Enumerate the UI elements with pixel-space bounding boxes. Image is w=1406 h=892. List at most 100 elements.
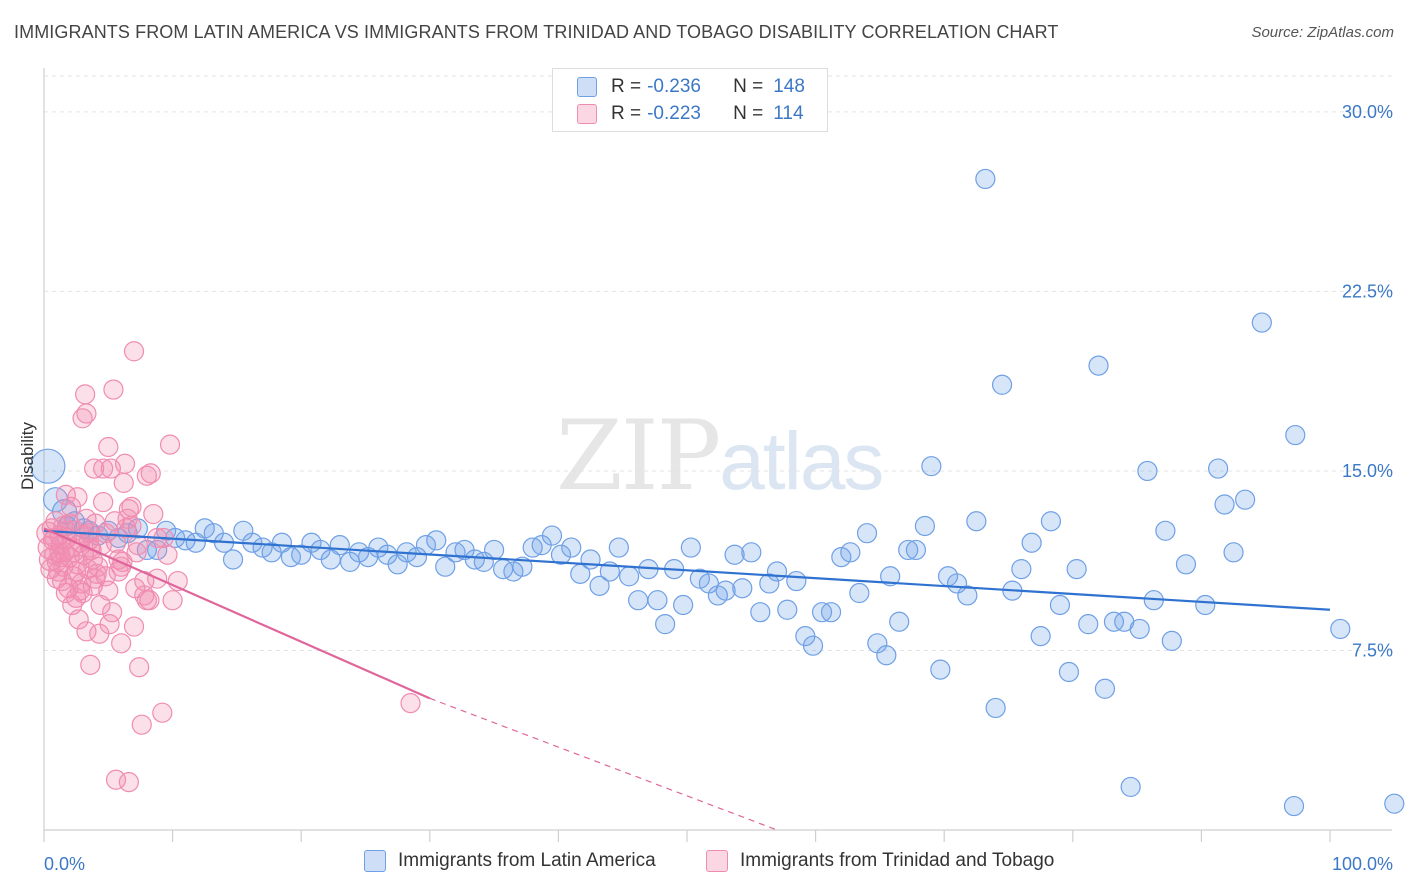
point-trinidad-tobago <box>131 714 152 735</box>
point-latin-america <box>647 590 668 611</box>
chart-source: Source: ZipAtlas.com <box>1251 24 1394 41</box>
point-latin-america <box>348 542 370 563</box>
point-latin-america <box>1040 511 1062 532</box>
stats-row-trinidad-tobago: R = -0.223 N = 114 <box>577 101 804 127</box>
point-trinidad-tobago <box>76 508 97 529</box>
point-latin-america <box>689 568 710 589</box>
y-tick-label: 22.5% <box>1342 281 1393 301</box>
point-latin-america <box>655 614 676 635</box>
point-latin-america <box>147 539 168 561</box>
point-latin-america <box>1283 795 1305 817</box>
point-latin-america <box>856 523 878 544</box>
point-trinidad-tobago <box>93 491 114 513</box>
point-latin-america <box>724 544 745 565</box>
point-latin-america <box>732 578 753 599</box>
point-trinidad-tobago <box>75 384 96 405</box>
point-trinidad-tobago <box>103 379 124 400</box>
stats-n-key: N = <box>733 103 764 124</box>
point-trinidad-tobago <box>157 544 178 565</box>
point-latin-america <box>628 590 649 611</box>
point-latin-america <box>957 585 978 606</box>
series-latin-america <box>30 168 1405 817</box>
point-trinidad-tobago <box>66 561 87 582</box>
point-trinidad-tobago <box>129 657 150 678</box>
point-latin-america <box>802 635 824 656</box>
point-latin-america <box>1235 489 1256 510</box>
point-trinidad-tobago <box>162 590 183 611</box>
watermark: ZIPatlas <box>556 400 884 512</box>
x-tick-label: 0.0% <box>44 854 85 874</box>
point-trinidad-tobago <box>55 582 76 604</box>
point-latin-america <box>975 168 996 190</box>
point-trinidad-tobago <box>63 542 84 563</box>
point-trinidad-tobago <box>80 537 101 558</box>
stats-r-key: R = <box>611 103 642 124</box>
stats-swatch-trinidad-tobago <box>577 104 597 124</box>
point-trinidad-tobago <box>93 458 114 479</box>
x-tick-label: 100.0% <box>1332 854 1393 874</box>
point-trinidad-tobago <box>123 341 145 362</box>
point-latin-america <box>880 566 901 587</box>
point-latin-america <box>921 456 942 477</box>
point-trinidad-tobago <box>400 693 421 714</box>
point-trinidad-tobago <box>76 621 97 642</box>
point-latin-america <box>512 556 533 577</box>
legend-label-trinidad-tobago: Immigrants from Trinidad and Tobago <box>740 850 1055 871</box>
point-latin-america <box>1078 614 1099 635</box>
point-latin-america <box>580 549 601 570</box>
point-trinidad-tobago <box>140 463 161 484</box>
legend-item-latin-america[interactable]: Immigrants from Latin America <box>364 850 656 872</box>
axes <box>43 68 1392 842</box>
point-latin-america <box>759 573 780 594</box>
point-trinidad-tobago <box>159 434 181 455</box>
point-latin-america <box>786 570 807 592</box>
point-trinidad-tobago <box>98 580 119 601</box>
point-latin-america <box>715 580 736 601</box>
point-trinidad-tobago <box>80 654 101 675</box>
trend-line-trinidad-tobago <box>43 527 431 700</box>
stats-swatch-latin-america <box>577 77 597 97</box>
watermark-zip: ZIP <box>556 400 721 512</box>
stats-n-value: 148 <box>773 76 805 97</box>
point-latin-america <box>1049 594 1071 616</box>
point-latin-america <box>1137 460 1158 482</box>
point-trinidad-tobago <box>123 616 145 637</box>
point-latin-america <box>1011 558 1032 580</box>
watermark-atlas: atlas <box>719 416 884 507</box>
point-trinidad-tobago <box>127 535 148 556</box>
point-trinidad-tobago <box>99 614 120 635</box>
point-latin-america <box>1155 520 1176 541</box>
point-latin-america <box>905 539 927 561</box>
point-latin-america <box>777 599 798 620</box>
point-trinidad-tobago <box>105 769 127 790</box>
stats-r-value: -0.236 <box>647 76 701 97</box>
legend-swatch-latin-america <box>364 850 386 872</box>
point-latin-america <box>1384 793 1405 814</box>
point-latin-america <box>1161 630 1182 652</box>
point-trinidad-tobago <box>114 453 136 474</box>
point-latin-america <box>550 544 572 565</box>
point-latin-america <box>820 602 842 623</box>
y-axis-label: Disability <box>18 421 37 490</box>
legend-item-trinidad-tobago[interactable]: Immigrants from Trinidad and Tobago <box>706 850 1054 872</box>
point-latin-america <box>222 549 244 570</box>
point-latin-america <box>1058 661 1080 683</box>
point-latin-america <box>1066 558 1087 580</box>
series-trinidad-tobago <box>36 341 421 793</box>
point-latin-america <box>1030 626 1051 647</box>
point-latin-america <box>608 537 629 558</box>
point-latin-america <box>589 575 610 596</box>
point-latin-america <box>1251 312 1272 333</box>
point-trinidad-tobago <box>113 472 134 494</box>
point-trinidad-tobago <box>121 515 142 537</box>
stats-legend: R = -0.236 N = 148 R = -0.223 N = 114 <box>552 68 828 132</box>
point-trinidad-tobago <box>76 403 97 424</box>
point-latin-america <box>194 518 215 539</box>
stats-r-value: -0.223 <box>647 103 701 124</box>
point-latin-america <box>619 566 640 587</box>
point-latin-america <box>680 537 701 558</box>
point-latin-america <box>329 535 350 556</box>
point-latin-america <box>1208 458 1229 479</box>
point-latin-america <box>849 582 870 604</box>
